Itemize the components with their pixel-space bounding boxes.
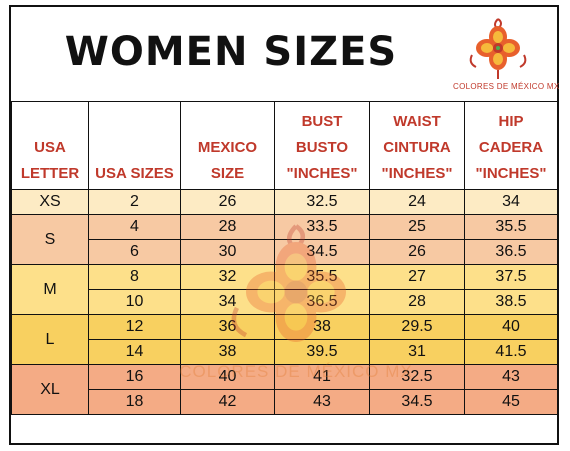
header-row: USA LETTER USA SIZES MEXICO SIZE BUST BUSTO "IN… (11, 101, 558, 190)
table-cell: 24 (369, 189, 465, 215)
table-cell: 34 (180, 289, 275, 315)
column-header-line: CINTURA (383, 139, 451, 156)
table-cell: 31 (369, 339, 465, 365)
table-cell: 35.5 (274, 264, 370, 290)
table-cell: 36.5 (274, 289, 370, 315)
table-cell: 37.5 (464, 264, 558, 290)
table-cell: 38.5 (464, 289, 558, 315)
column-header: BUST BUSTO "INCHES" (274, 101, 370, 190)
title-bar: WOMEN SIZES COLORES DE MÉXICO MX (11, 7, 560, 103)
table-cell: 27 (369, 264, 465, 290)
column-header-line: WAIST (393, 113, 441, 130)
column-header-line: "INCHES" (475, 165, 547, 182)
table-cell: 6 (88, 239, 181, 265)
flower-logo-icon (469, 18, 527, 79)
column-header-line: BUSTO (295, 139, 349, 156)
column-header-line: BUST (301, 113, 343, 130)
table-row: XS 2 26 32.5 24 34 (11, 189, 558, 215)
column-header: USA SIZES (88, 101, 181, 190)
page-title: WOMEN SIZES (64, 29, 398, 75)
column-header-line: CADERA (478, 139, 544, 156)
table-cell: 14 (88, 339, 181, 365)
brand-logo: COLORES DE MÉXICO MX (453, 15, 560, 99)
size-letter-cell: XL (11, 364, 89, 415)
table-cell: 32.5 (369, 364, 465, 390)
table-row: M 8 32 35.5 27 37.5 (11, 264, 558, 315)
column-header-line: "INCHES" (381, 165, 453, 182)
table-cell: 32.5 (274, 189, 370, 215)
table-header: USA LETTER USA SIZES MEXICO SIZE BUST BUSTO "IN… (11, 101, 558, 190)
table-cell: 30 (180, 239, 275, 265)
table-cell: 33.5 (274, 214, 370, 240)
table-row: S 4 28 33.5 25 35.5 (11, 214, 558, 265)
column-header-line: LETTER (20, 165, 80, 182)
size-letter-cell: M (11, 264, 89, 315)
column-header: MEXICO SIZE (180, 101, 275, 190)
table-cell: 4 (88, 214, 181, 240)
table-row: 10 34 36.5 28 38.5 (11, 289, 558, 315)
table-row: 18 42 43 34.5 45 (11, 389, 558, 415)
table-cell: 38 (180, 339, 275, 365)
table-cell: 43 (274, 389, 370, 415)
column-header-line: "INCHES" (286, 165, 358, 182)
column-header-line: USA SIZES (95, 165, 174, 182)
table-cell: 25 (369, 214, 465, 240)
table-cell: 39.5 (274, 339, 370, 365)
table-row: 6 30 34.5 26 36.5 (11, 239, 558, 265)
table-cell: 28 (369, 289, 465, 315)
table-cell: 42 (180, 389, 275, 415)
table-cell: 2 (88, 189, 181, 215)
size-letter-cell: S (11, 214, 89, 265)
table-cell: 34 (464, 189, 558, 215)
table-cell: 40 (180, 364, 275, 390)
table-cell: 10 (88, 289, 181, 315)
table-cell: 29.5 (369, 314, 465, 340)
table-cell: 45 (464, 389, 558, 415)
brand-name: COLORES DE MÉXICO MX (453, 82, 560, 91)
table-cell: 40 (464, 314, 558, 340)
table-cell: 41 (274, 364, 370, 390)
table-cell: 16 (88, 364, 181, 390)
table-cell: 18 (88, 389, 181, 415)
table-cell: 32 (180, 264, 275, 290)
column-header: USA LETTER (11, 101, 89, 190)
size-letter-cell: XS (11, 189, 89, 215)
table-cell: 35.5 (464, 214, 558, 240)
table-cell: 12 (88, 314, 181, 340)
column-header: WAIST CINTURA "INCHES" (369, 101, 465, 190)
table-row: 14 38 39.5 31 41.5 (11, 339, 558, 365)
table-cell: 36 (180, 314, 275, 340)
column-header-line: MEXICO (197, 139, 258, 156)
table-row: XL 16 40 41 32.5 43 (11, 364, 558, 415)
size-letter-cell: L (11, 314, 89, 365)
size-table: USA LETTER USA SIZES MEXICO SIZE BUST BUSTO "IN… (11, 101, 558, 415)
table-cell: 38 (274, 314, 370, 340)
table-body: XS 2 26 32.5 24 34 S 4 28 33.5 25 35.5 6 30 34.5 26 36.5… (11, 189, 558, 415)
column-header: HIP CADERA "INCHES" (464, 101, 558, 190)
table-cell: 28 (180, 214, 275, 240)
column-header-line: HIP (498, 113, 524, 130)
table-cell: 26 (180, 189, 275, 215)
column-header-line: SIZE (210, 165, 245, 182)
table-cell: 8 (88, 264, 181, 290)
table-row: L 12 36 38 29.5 40 (11, 314, 558, 365)
table-cell: 34.5 (274, 239, 370, 265)
table-cell: 26 (369, 239, 465, 265)
table-cell: 41.5 (464, 339, 558, 365)
column-header-line: USA (34, 139, 66, 156)
table-cell: 36.5 (464, 239, 558, 265)
table-cell: 34.5 (369, 389, 465, 415)
size-chart: WOMEN SIZES COLORES DE MÉXICO MX (9, 5, 559, 445)
table-cell: 43 (464, 364, 558, 390)
